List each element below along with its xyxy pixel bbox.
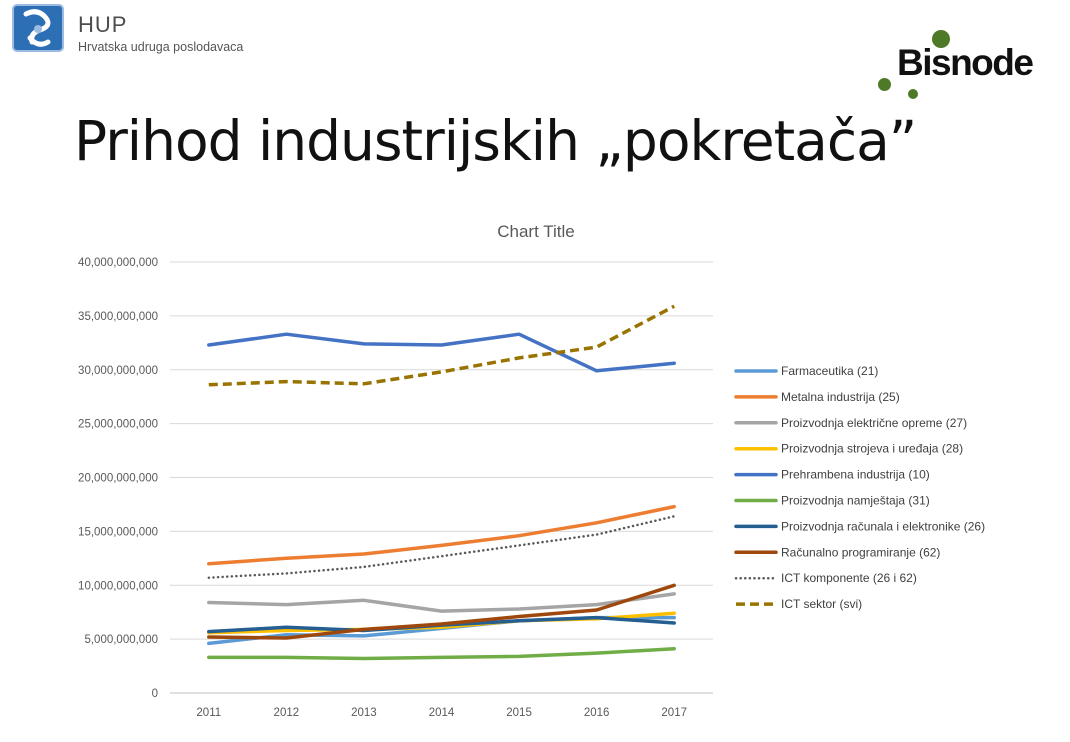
series-line xyxy=(208,304,676,387)
series-line xyxy=(207,332,676,373)
bisnode-logo: Bisnode xyxy=(897,42,1034,83)
legend-label: Proizvodnja računala i elektronike (26) xyxy=(781,519,985,533)
series-line xyxy=(207,592,676,613)
series-line xyxy=(207,504,676,566)
y-tick-label: 15,000,000,000 xyxy=(78,526,158,538)
x-tick-label: 2016 xyxy=(584,707,610,719)
legend-label: Farmaceutika (21) xyxy=(781,364,878,378)
y-axis-ticks: 0 5,000,000,000 10,000,000,000 15,000,000,0… xyxy=(78,257,158,700)
x-tick-label: 2011 xyxy=(196,707,221,719)
y-tick-label: 40,000,000,000 xyxy=(78,257,158,269)
legend-label: Prehrambena industrija (10) xyxy=(781,468,930,482)
slide-title: Prihod industrijskih „pokretača” xyxy=(74,108,917,173)
chart-title: Chart Title xyxy=(497,222,574,241)
org-subtitle: Hrvatska udruga poslodavaca xyxy=(78,40,244,54)
hup-logo-icon xyxy=(12,4,64,52)
chart-gridlines xyxy=(170,261,713,694)
y-tick-label: 25,000,000,000 xyxy=(78,419,158,431)
x-tick-label: 2013 xyxy=(351,707,377,719)
x-tick-label: 2015 xyxy=(506,707,532,719)
x-tick-label: 2017 xyxy=(661,707,687,719)
bisnode-dot-icon xyxy=(878,78,891,91)
legend-label: Proizvodnja električne opreme (27) xyxy=(781,416,967,430)
y-tick-label: 20,000,000,000 xyxy=(78,473,158,485)
series-line xyxy=(207,583,676,640)
y-tick-label: 30,000,000,000 xyxy=(78,365,158,377)
x-axis-ticks: 2011 2012 2013 2014 2015 2016 2017 xyxy=(196,707,687,719)
x-tick-label: 2014 xyxy=(429,707,455,719)
bisnode-dot-icon xyxy=(932,30,950,48)
y-tick-label: 10,000,000,000 xyxy=(78,580,158,592)
legend-label: Računalno programiranje (62) xyxy=(781,545,940,559)
series-line xyxy=(207,647,676,661)
legend-label: Metalna industrija (25) xyxy=(781,390,900,404)
y-tick-label: 0 xyxy=(152,688,158,700)
y-tick-label: 5,000,000,000 xyxy=(84,634,158,646)
chart-series xyxy=(207,304,676,661)
series-line xyxy=(207,515,676,579)
org-name: HUP xyxy=(78,12,128,37)
legend-label: Proizvodnja strojeva i uređaja (28) xyxy=(781,442,963,456)
legend-label: ICT komponente (26 i 62) xyxy=(781,571,917,585)
x-tick-label: 2012 xyxy=(274,707,300,719)
bisnode-dot-icon xyxy=(908,89,918,99)
legend-label: ICT sektor (svi) xyxy=(781,597,862,611)
legend-label: Proizvodnja namještaja (31) xyxy=(781,494,930,508)
y-tick-label: 35,000,000,000 xyxy=(78,311,158,323)
chart-legend: Farmaceutika (21) Metalna industrija (25)… xyxy=(734,364,985,611)
